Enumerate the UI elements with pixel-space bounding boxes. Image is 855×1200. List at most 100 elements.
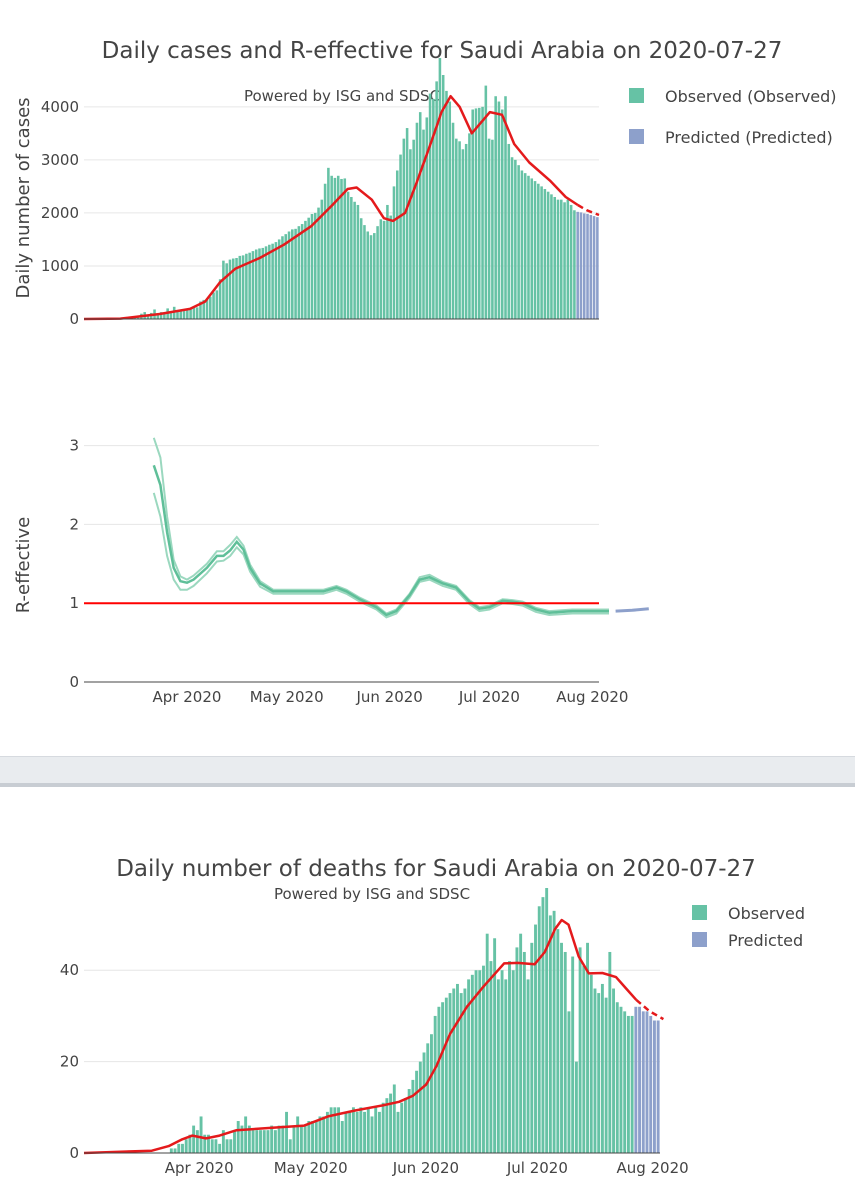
observed-bar [396, 1111, 400, 1153]
observed-bar [586, 942, 589, 1153]
observed-bar [172, 306, 176, 319]
y-tick-label: 2000 [41, 204, 79, 222]
cases-figure-subtitle: Powered by ISG and SDSC [244, 87, 440, 105]
legend-label-predicted[interactable]: Predicted (Predicted) [665, 128, 833, 147]
observed-bar [377, 1111, 381, 1153]
observed-bar [438, 58, 442, 319]
observed-bar [448, 101, 452, 320]
observed-bar [199, 301, 202, 319]
trend-line-predicted [635, 998, 665, 1021]
observed-bar [444, 997, 448, 1153]
deaths-figure-subtitle: Powered by ISG and SDSC [274, 885, 470, 903]
observed-bar [589, 974, 593, 1153]
observed-bar [455, 138, 458, 319]
x-tick-label: May 2020 [250, 688, 324, 706]
observed-bar [370, 1116, 374, 1153]
observed-bar [340, 1121, 344, 1153]
observed-bar [255, 1130, 259, 1153]
observed-bar [415, 122, 419, 320]
y-tick-label: 1000 [41, 257, 79, 275]
legend-swatch-observed[interactable] [692, 905, 707, 920]
observed-bar [409, 149, 412, 319]
deaths-legend[interactable]: Observed Predicted [692, 904, 805, 950]
observed-bar [500, 109, 504, 319]
reff-series [84, 437, 649, 619]
reff-plot: 0 1 2 3 Apr 2020 May 2020 Jun 2020 Jul 2020 Aug… [13, 437, 649, 706]
observed-bar [560, 199, 563, 319]
legend-swatch-predicted[interactable] [692, 932, 707, 947]
y-tick-label: 2 [69, 515, 79, 533]
observed-bar [277, 1125, 281, 1153]
observed-bar [274, 242, 278, 319]
cases-legend[interactable]: Observed (Observed) Predicted (Predicted… [629, 87, 837, 147]
observed-bar [470, 974, 474, 1153]
observed-bar [244, 1116, 248, 1153]
x-tick-label: Apr 2020 [153, 688, 222, 706]
cases-trend-lines [83, 94, 600, 321]
observed-bar [471, 109, 474, 319]
observed-bar [203, 1134, 207, 1153]
observed-bar [333, 177, 337, 319]
observed-bar [491, 139, 494, 319]
observed-bar [477, 107, 481, 319]
observed-bar [504, 96, 507, 319]
legend-label-observed[interactable]: Observed (Observed) [665, 87, 837, 106]
observed-bar [386, 204, 389, 319]
page-separator [0, 756, 855, 787]
observed-bar [273, 1130, 277, 1153]
observed-bar [297, 226, 301, 319]
cases-plot: 0 1000 2000 3000 4000 Daily number of cases [13, 58, 600, 328]
observed-bar [537, 183, 540, 319]
observed-bar [381, 1102, 385, 1153]
observed-bar [392, 186, 396, 319]
deaths-trend-lines [83, 918, 665, 1155]
observed-bar [597, 993, 601, 1153]
observed-bar [156, 313, 160, 319]
observed-bar [215, 290, 219, 319]
observed-bar [181, 1143, 184, 1153]
observed-bar [188, 1134, 192, 1153]
observed-bar [497, 101, 501, 320]
observed-bar [311, 1121, 314, 1153]
observed-bar [225, 263, 228, 319]
observed-bar [313, 212, 317, 319]
observed-bar [541, 897, 545, 1153]
observed-bar [240, 1125, 244, 1153]
observed-bar [264, 246, 268, 319]
observed-bar [487, 138, 491, 319]
observed-bar [433, 1015, 437, 1153]
observed-bar [235, 258, 238, 319]
observed-bar [608, 951, 612, 1153]
observed-bar [173, 1148, 177, 1153]
observed-bar [330, 175, 333, 319]
legend-label-predicted[interactable]: Predicted [728, 931, 803, 950]
observed-bar [566, 199, 570, 319]
predicted-bar [586, 213, 589, 319]
observed-bar [582, 965, 586, 1153]
observed-bar [511, 970, 515, 1153]
legend-swatch-observed[interactable] [629, 88, 644, 103]
x-tick-label: Aug 2020 [616, 1159, 688, 1177]
observed-bar [292, 1125, 296, 1153]
observed-bar [288, 1139, 292, 1153]
observed-bar [515, 947, 519, 1153]
observed-bar [553, 197, 556, 319]
observed-bar [514, 159, 517, 319]
cases-figure: Daily cases and R-effective for Saudi Ar… [13, 38, 837, 706]
observed-bar [261, 247, 265, 319]
observed-bar [310, 213, 314, 319]
x-tick-label: Aug 2020 [556, 688, 628, 706]
observed-bar [304, 220, 307, 319]
observed-bar [163, 313, 166, 319]
observed-bar [593, 988, 597, 1153]
observed-bar [218, 1143, 222, 1153]
legend-label-observed[interactable]: Observed [728, 904, 805, 923]
observed-bar [441, 1002, 445, 1153]
x-tick-label: Jun 2020 [392, 1159, 459, 1177]
observed-bar [369, 235, 373, 319]
cases-bars [123, 58, 599, 320]
legend-swatch-predicted[interactable] [629, 129, 644, 144]
trend-line-predicted [577, 203, 600, 217]
observed-bar [527, 175, 530, 319]
